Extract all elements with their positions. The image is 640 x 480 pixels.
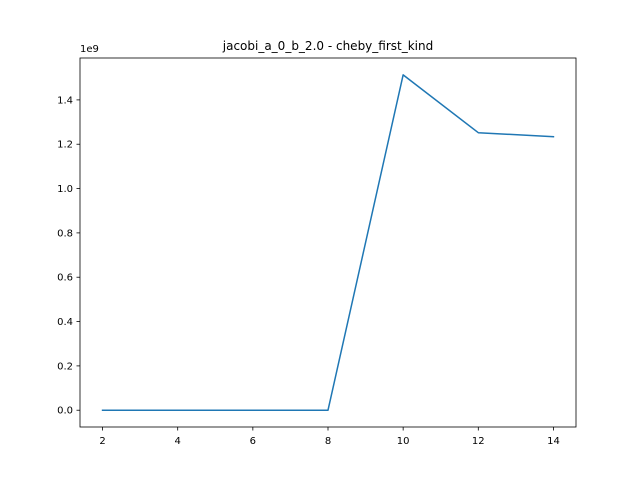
y-axis: 0.0 0.2 0.4 0.6 0.8 1.0 1.2 1.4 xyxy=(57,95,80,417)
x-tick-label: 4 xyxy=(175,436,181,447)
y-tick-label: 1.2 xyxy=(57,140,73,151)
y-tick-label: 0.4 xyxy=(57,317,73,328)
y-tick-label: 1.4 xyxy=(57,95,73,106)
plot-frame xyxy=(79,57,577,428)
y-tick-label: 0.6 xyxy=(57,273,73,284)
y-tick-label: 1.0 xyxy=(57,184,73,195)
y-tick-label: 0.0 xyxy=(57,406,73,417)
x-tick-label: 10 xyxy=(397,436,410,447)
x-tick-label: 14 xyxy=(547,436,560,447)
series-layer xyxy=(101,74,555,411)
chart-title: jacobi_a_0_b_2.0 - cheby_first_kind xyxy=(222,39,434,53)
x-tick-label: 2 xyxy=(99,436,105,447)
x-tick-label: 6 xyxy=(250,436,256,447)
x-axis: 2 4 6 8 10 12 14 xyxy=(99,427,560,447)
x-tick-label: 8 xyxy=(325,436,331,447)
x-tick-label: 12 xyxy=(472,436,485,447)
y-tick-label: 0.8 xyxy=(57,228,73,239)
y-tick-label: 0.2 xyxy=(57,361,73,372)
plot-area xyxy=(80,58,576,427)
y-offset-label: 1e9 xyxy=(80,44,99,55)
series-line xyxy=(101,74,555,411)
